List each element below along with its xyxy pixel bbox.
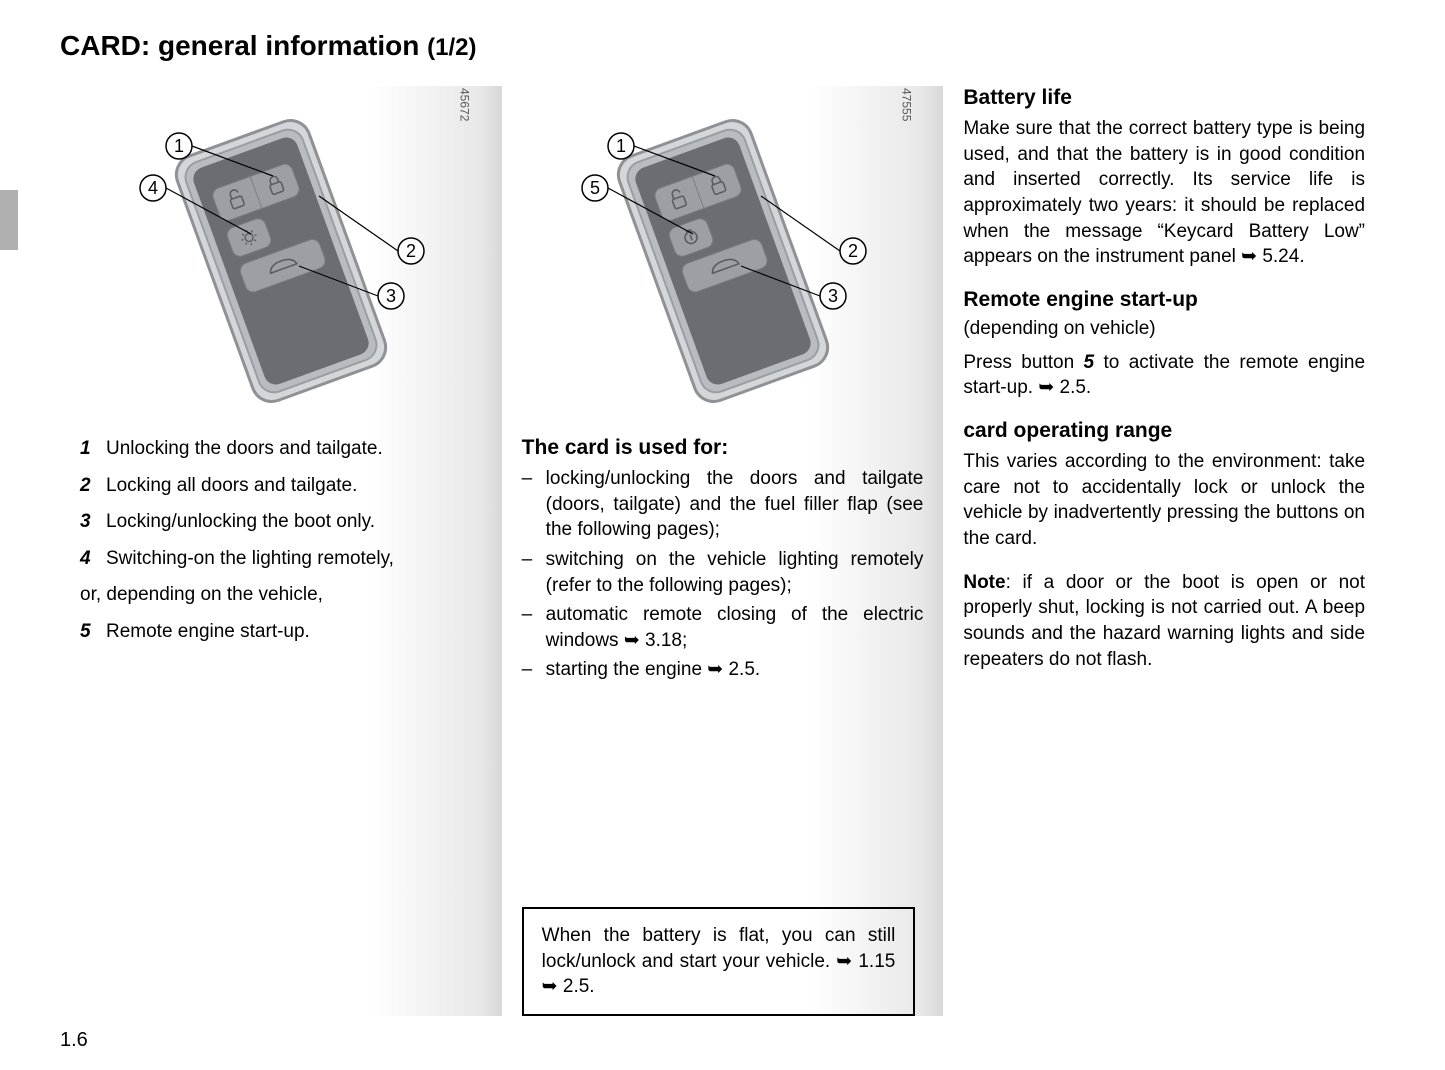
card-used-for-list: –locking/unlocking the doors and tailgat…: [522, 466, 924, 683]
remote-start-sub: (depending on vehicle): [963, 318, 1365, 340]
callout-5-label: 5: [589, 178, 599, 198]
legend-plain: or, depending on the vehicle,: [80, 582, 482, 609]
callout-3-label: 3: [386, 286, 396, 306]
figure-2: 47555 1: [522, 86, 924, 416]
legend-item: 4Switching-on the lighting remotely,: [80, 546, 482, 573]
side-tab: [0, 190, 18, 250]
card-used-for-heading: The card is used for:: [522, 436, 924, 460]
list-item: –automatic remote closing of the electri…: [522, 602, 924, 653]
page-number: 1.6: [60, 1029, 88, 1052]
operating-range-body-2: Note: if a door or the boot is open or n…: [963, 570, 1365, 673]
legend-item: 5Remote engine start-up.: [80, 619, 482, 646]
remote-start-heading: Remote engine start-up: [963, 288, 1365, 312]
title-main: CARD: general information: [60, 30, 427, 61]
remote-start-body: Press button 5 to activate the remote en…: [963, 350, 1365, 401]
list-item: –starting the engine ➥ 2.5.: [522, 657, 924, 683]
figure-1-id: 45672: [458, 88, 472, 121]
column-2: 47555 1: [502, 86, 944, 1016]
list-item: –locking/unlocking the doors and tailgat…: [522, 466, 924, 543]
list-item: –switching on the vehicle lighting remot…: [522, 547, 924, 598]
flat-battery-note: When the battery is flat, you can still …: [522, 907, 916, 1016]
legend-list-1: 1Unlocking the doors and tailgate. 2Lock…: [80, 436, 482, 646]
operating-range-body-1: This varies according to the environment…: [963, 449, 1365, 552]
column-3: Battery life Make sure that the correct …: [943, 86, 1385, 1016]
operating-range-heading: card operating range: [963, 419, 1365, 443]
figure-1: 45672: [80, 86, 482, 416]
keycard-illustration-1: 1 4 2 3: [91, 86, 471, 416]
callout-1-label: 1: [174, 136, 184, 156]
callout-4-label: 4: [148, 178, 158, 198]
callout-2-label: 2: [406, 241, 416, 261]
title-sub: (1/2): [427, 34, 476, 61]
keycard-illustration-2: 1 5 2 3: [533, 86, 913, 416]
callout-1-label: 1: [615, 136, 625, 156]
column-1: 45672: [60, 86, 502, 1016]
callout-2-label: 2: [847, 241, 857, 261]
battery-life-heading: Battery life: [963, 86, 1365, 110]
legend-item: 2Locking all doors and tailgate.: [80, 473, 482, 500]
columns: 45672: [60, 86, 1385, 1016]
callout-3-label: 3: [827, 286, 837, 306]
legend-item: 1Unlocking the doors and tailgate.: [80, 436, 482, 463]
page-title: CARD: general information (1/2): [60, 30, 1385, 62]
legend-item: 3Locking/unlocking the boot only.: [80, 509, 482, 536]
figure-2-id: 47555: [899, 88, 913, 121]
battery-life-body: Make sure that the correct battery type …: [963, 116, 1365, 270]
